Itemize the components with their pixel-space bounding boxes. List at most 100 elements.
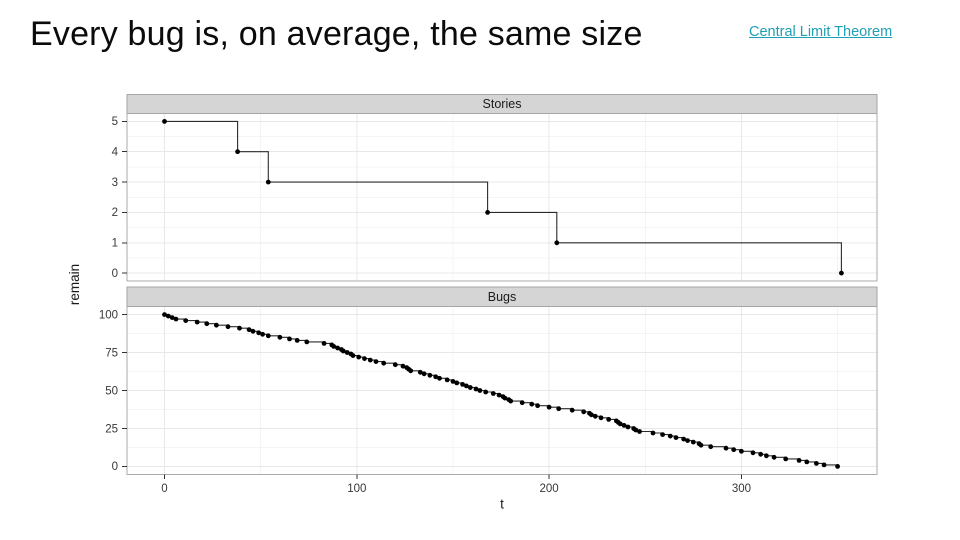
y-tick-label: 50 [105,385,118,397]
data-point [392,362,398,368]
data-point [373,359,379,364]
data-point [367,357,373,363]
x-axis-title: t [500,497,504,512]
step-line [164,120,842,274]
y-tick-label: 1 [112,238,118,250]
data-point [165,313,171,319]
data-point [444,377,450,383]
data-point [554,240,560,246]
y-tick-label: 3 [112,177,118,189]
data-point [660,432,665,437]
data-point [335,345,340,351]
data-point [783,456,789,462]
data-point [464,383,469,389]
data-point [162,312,167,317]
data-point [698,442,704,448]
data-point [835,464,840,469]
data-point [589,412,594,418]
data-point [821,462,827,468]
data-point [265,333,271,339]
data-point [427,372,433,378]
x-tick-label: 0 [161,483,167,495]
data-point [483,389,489,395]
data-point [839,270,844,276]
data-point [265,179,271,185]
data-point [529,401,535,407]
data-point [796,458,802,463]
data-point [467,385,473,390]
data-point [569,407,575,413]
data-point [633,427,639,433]
data-point [162,119,167,124]
y-tick-label: 0 [112,268,118,280]
data-point [460,382,465,387]
data-point [294,338,300,343]
data-point [225,324,231,330]
x-tick-label: 200 [540,483,559,495]
data-point [685,438,690,443]
data-point [519,400,525,406]
facet-bugs: Bugs 0 25 50 75 100 [99,286,878,475]
data-point [758,451,764,457]
data-point [592,413,598,419]
data-point [183,318,189,323]
data-point [750,450,756,456]
data-point [204,321,210,327]
data-point [421,371,427,377]
data-point [344,350,350,355]
data-point [667,433,673,439]
data-point [673,435,679,440]
x-tick-label: 300 [732,483,751,495]
data-point [194,319,200,325]
data-point [473,386,479,392]
facet-strip [126,286,878,307]
data-point [723,445,729,451]
data-point [356,354,362,360]
facet-strip-label: Stories [483,97,522,111]
facet-stories: Stories 0 1 2 3 4 5 [112,94,878,282]
data-point [617,421,623,427]
data-point [340,348,346,354]
central-limit-theorem-link[interactable]: Central Limit Theorem [749,24,893,40]
data-point [556,406,562,412]
facet-strip-label: Bugs [488,290,517,304]
data-point [606,417,612,422]
data-point [739,448,744,454]
data-point [250,328,256,334]
data-point [477,388,483,393]
data-point [214,322,219,328]
data-point [690,439,696,445]
data-point [581,409,587,415]
data-point [621,423,627,428]
page-title: Every bug is, on average, the same size [30,15,643,53]
data-point [731,447,737,453]
y-tick-label: 0 [112,461,118,473]
data-point [502,395,508,401]
data-point [235,149,241,155]
data-point [546,404,552,410]
y-tick-label: 75 [105,347,118,359]
data-point [437,375,442,381]
data-point [350,353,356,358]
data-point [400,363,406,369]
data-point [304,339,310,345]
data-point [485,210,490,215]
data-point [277,334,283,340]
data-point [169,315,175,320]
facet-strip [126,94,878,114]
data-point [331,344,337,349]
data-point [417,369,423,375]
data-point [814,461,819,466]
y-tick-label: 4 [112,147,119,159]
data-point [362,356,367,361]
data-point [804,459,810,465]
data-point [321,341,327,346]
data-point [450,379,456,384]
data-point [764,453,769,459]
data-point [508,398,514,404]
data-point [287,336,292,342]
data-point [260,331,265,337]
data-point [381,360,387,366]
y-axis-title: remain [67,264,82,305]
